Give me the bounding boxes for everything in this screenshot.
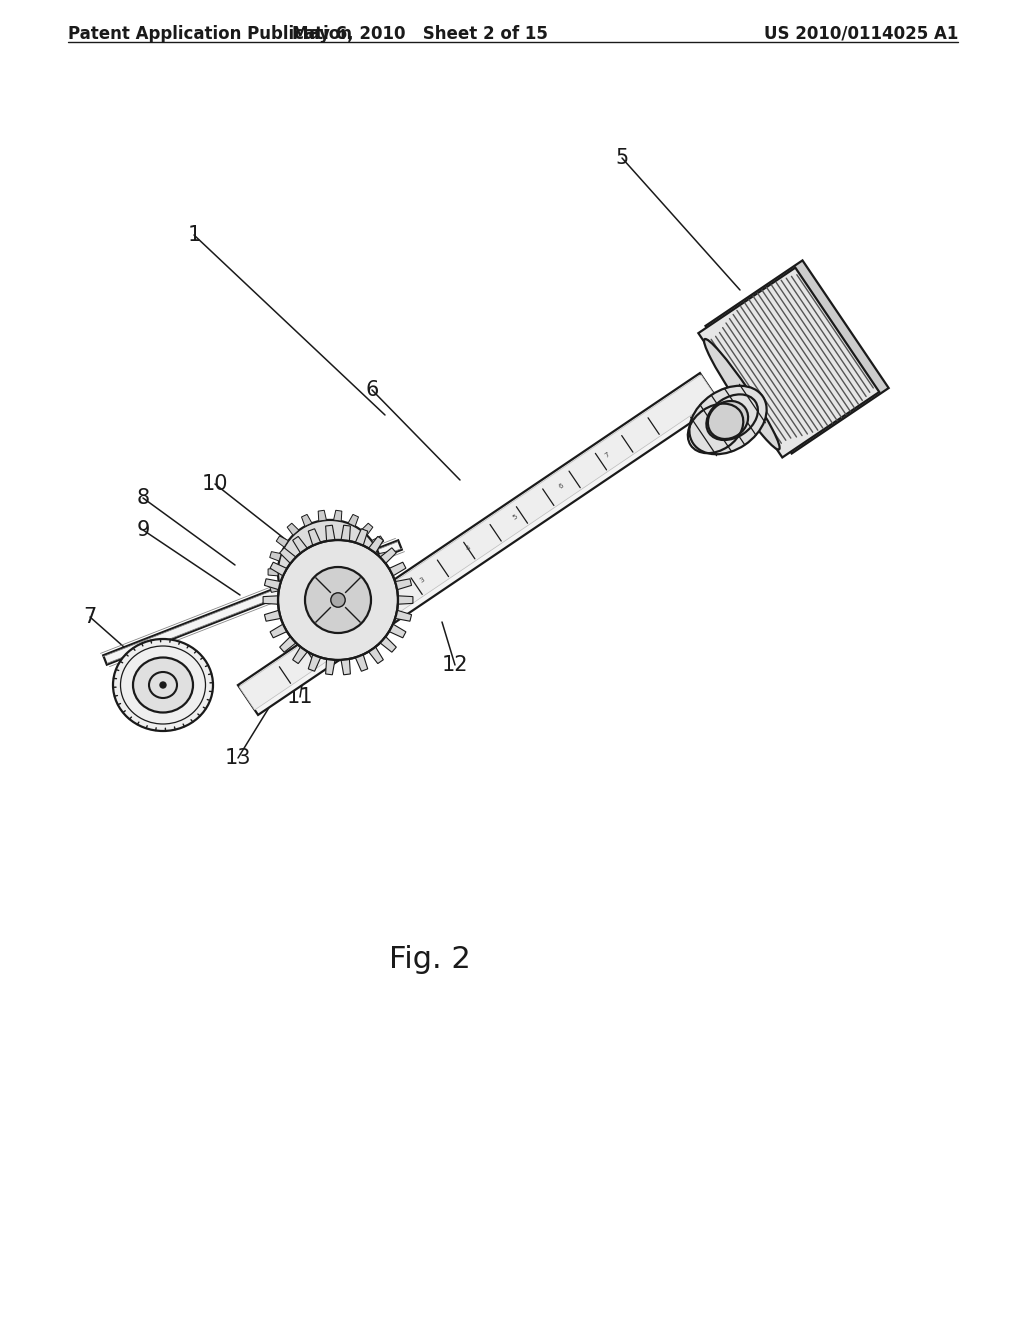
Polygon shape <box>380 548 396 564</box>
Polygon shape <box>389 562 406 576</box>
Circle shape <box>278 520 382 624</box>
Polygon shape <box>326 525 335 541</box>
Text: 5: 5 <box>511 513 518 521</box>
Polygon shape <box>263 595 279 605</box>
Polygon shape <box>293 647 307 664</box>
Polygon shape <box>308 529 321 545</box>
Ellipse shape <box>689 385 767 454</box>
Polygon shape <box>706 260 889 454</box>
Polygon shape <box>276 597 289 609</box>
Polygon shape <box>372 597 384 609</box>
Polygon shape <box>341 525 350 541</box>
Ellipse shape <box>113 639 213 731</box>
Text: US 2010/0114025 A1: US 2010/0114025 A1 <box>764 25 958 44</box>
Text: 6: 6 <box>557 482 564 490</box>
Text: 11: 11 <box>287 686 313 708</box>
Text: Fig. 2: Fig. 2 <box>389 945 471 974</box>
Polygon shape <box>398 595 413 605</box>
Polygon shape <box>239 375 717 710</box>
Text: 4: 4 <box>465 545 472 552</box>
Text: 6: 6 <box>366 380 379 400</box>
Polygon shape <box>264 610 281 622</box>
Polygon shape <box>389 624 406 638</box>
Polygon shape <box>308 655 321 672</box>
Polygon shape <box>380 636 396 652</box>
Polygon shape <box>348 618 358 630</box>
Ellipse shape <box>133 657 193 713</box>
Polygon shape <box>334 511 342 521</box>
Polygon shape <box>361 609 373 620</box>
Polygon shape <box>341 659 350 675</box>
Polygon shape <box>355 529 368 545</box>
Circle shape <box>278 540 398 660</box>
Polygon shape <box>264 578 281 590</box>
Polygon shape <box>395 610 412 622</box>
Polygon shape <box>276 536 289 548</box>
Polygon shape <box>369 536 383 553</box>
Circle shape <box>305 568 371 634</box>
Ellipse shape <box>708 401 749 440</box>
Text: 3: 3 <box>419 576 426 583</box>
Polygon shape <box>103 540 401 665</box>
Polygon shape <box>280 548 296 564</box>
Polygon shape <box>355 655 368 672</box>
Polygon shape <box>698 268 880 458</box>
Polygon shape <box>379 583 390 593</box>
Polygon shape <box>301 618 312 630</box>
Text: Patent Application Publication: Patent Application Publication <box>68 25 352 44</box>
Text: 1: 1 <box>327 639 334 645</box>
Polygon shape <box>361 523 373 536</box>
Polygon shape <box>268 568 279 576</box>
Text: 9: 9 <box>136 520 150 540</box>
Polygon shape <box>326 659 335 675</box>
Polygon shape <box>280 636 296 652</box>
Polygon shape <box>287 609 299 620</box>
Text: May 6, 2010   Sheet 2 of 15: May 6, 2010 Sheet 2 of 15 <box>292 25 548 44</box>
Circle shape <box>331 593 345 607</box>
Text: 1: 1 <box>187 224 201 246</box>
Text: 13: 13 <box>224 748 251 768</box>
Polygon shape <box>269 552 282 561</box>
Text: 5: 5 <box>615 148 629 168</box>
Ellipse shape <box>705 339 779 450</box>
Text: 7: 7 <box>604 451 610 459</box>
Polygon shape <box>382 568 392 576</box>
Polygon shape <box>372 536 384 548</box>
Polygon shape <box>293 536 307 553</box>
Polygon shape <box>318 511 327 521</box>
Text: 12: 12 <box>441 655 468 675</box>
Polygon shape <box>269 583 282 593</box>
Text: 10: 10 <box>202 474 228 494</box>
Polygon shape <box>270 562 287 576</box>
Polygon shape <box>395 578 412 590</box>
Polygon shape <box>369 647 383 664</box>
Circle shape <box>160 682 166 688</box>
Text: 8: 8 <box>136 488 150 508</box>
Polygon shape <box>318 623 327 634</box>
Polygon shape <box>334 623 342 634</box>
Polygon shape <box>270 624 287 638</box>
Polygon shape <box>238 374 720 715</box>
Text: 2: 2 <box>373 607 380 615</box>
Polygon shape <box>379 552 390 561</box>
Polygon shape <box>348 515 358 527</box>
Polygon shape <box>301 515 312 527</box>
Text: 7: 7 <box>83 607 96 627</box>
Polygon shape <box>287 523 299 536</box>
